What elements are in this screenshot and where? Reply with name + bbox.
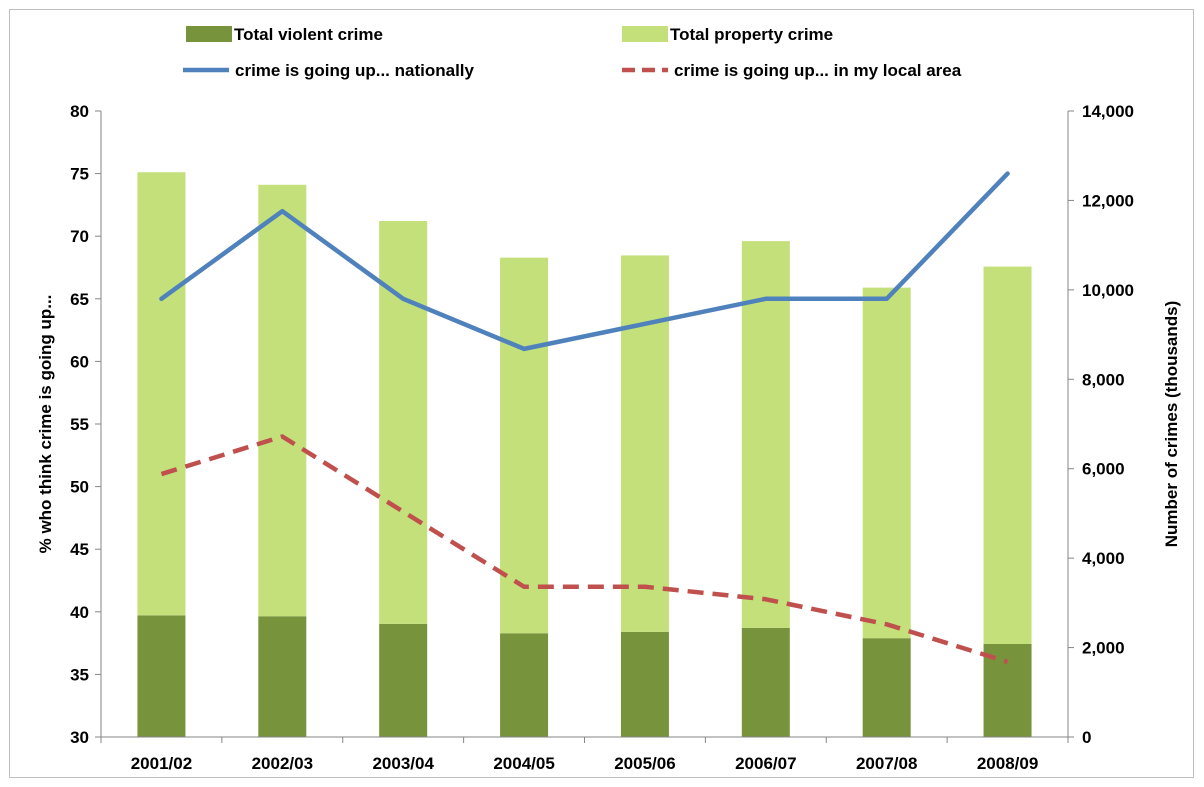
left-tick-label: 65 bbox=[70, 290, 89, 309]
legend-total-property-crime-label: Total property crime bbox=[670, 25, 833, 44]
left-tick-label: 60 bbox=[70, 352, 89, 371]
left-tick-label: 75 bbox=[70, 165, 89, 184]
bar-total-property-crime-2004-05 bbox=[500, 257, 549, 634]
bar-total-violent-crime-2003-04 bbox=[379, 623, 428, 737]
right-tick-label: 14,000 bbox=[1082, 102, 1134, 121]
bar-total-property-crime-2005-06 bbox=[620, 255, 669, 632]
x-tick-label-2005-06: 2005/06 bbox=[614, 754, 675, 773]
legend-crime-is-going-up-nationally-label: crime is going up... nationally bbox=[235, 61, 475, 80]
bar-total-violent-crime-2005-06 bbox=[620, 631, 669, 737]
x-tick-label-2008-09: 2008/09 bbox=[977, 754, 1038, 773]
left-tick-label: 35 bbox=[70, 665, 89, 684]
legend-total-violent-crime-swatch bbox=[186, 26, 232, 42]
left-tick-label: 45 bbox=[70, 540, 89, 559]
x-tick-label-2001-02: 2001/02 bbox=[131, 754, 192, 773]
bar-total-property-crime-2008-09 bbox=[983, 266, 1032, 644]
bar-total-property-crime-2006-07 bbox=[741, 241, 790, 628]
left-tick-label: 80 bbox=[70, 102, 89, 121]
chart-frame: 30 35 40 45 50 55 60 65 70 75 80 0 2,000 4,000 6,000 8,… bbox=[9, 9, 1194, 778]
bar-total-property-crime-2002-03 bbox=[258, 184, 307, 617]
legend-total-violent-crime-label: Total violent crime bbox=[234, 25, 383, 44]
line-crime-is-going-up-in-my-local-area bbox=[160, 434, 1009, 665]
bar-total-property-crime-2001-02 bbox=[137, 172, 186, 616]
legend-total-property-crime-swatch bbox=[622, 26, 668, 42]
right-tick-label: 2,000 bbox=[1082, 639, 1125, 658]
right-tick-label: 4,000 bbox=[1082, 549, 1125, 568]
x-tick-label-2007-08: 2007/08 bbox=[856, 754, 917, 773]
right-tick-label: 12,000 bbox=[1082, 191, 1134, 210]
x-tick-label-2002-03: 2002/03 bbox=[252, 754, 313, 773]
bar-total-violent-crime-2002-03 bbox=[258, 616, 307, 737]
right-tick-label: 10,000 bbox=[1082, 281, 1134, 300]
legend-crime-is-going-up-in-my-local-area-label: crime is going up... in my local area bbox=[674, 61, 962, 80]
bar-total-violent-crime-2008-09 bbox=[983, 643, 1032, 737]
left-tick-label: 70 bbox=[70, 227, 89, 246]
left-tick-label: 30 bbox=[70, 728, 89, 747]
combo-chart: 30 35 40 45 50 55 60 65 70 75 80 0 2,000 4,000 6,000 8,… bbox=[36, 25, 1181, 773]
bar-total-property-crime-2007-08 bbox=[862, 287, 911, 639]
right-tick-label: 6,000 bbox=[1082, 460, 1125, 479]
right-tick-label: 8,000 bbox=[1082, 370, 1125, 389]
bar-total-violent-crime-2007-08 bbox=[862, 638, 911, 737]
x-tick-label-2004-05: 2004/05 bbox=[493, 754, 554, 773]
bar-total-property-crime-2003-04 bbox=[379, 220, 428, 624]
left-tick-label: 50 bbox=[70, 478, 89, 497]
x-tick-label-2003-04: 2003/04 bbox=[372, 754, 434, 773]
bar-total-violent-crime-2004-05 bbox=[500, 633, 549, 737]
left-tick-label: 55 bbox=[70, 415, 89, 434]
line-crime-is-going-up-nationally bbox=[159, 171, 1010, 352]
left-axis-title: % who think crime is going up... bbox=[36, 295, 55, 554]
left-tick-label: 40 bbox=[70, 603, 89, 622]
right-tick-label: 0 bbox=[1082, 728, 1091, 747]
x-tick-label-2006-07: 2006/07 bbox=[735, 754, 796, 773]
right-axis-title: Number of crimes (thousands) bbox=[1162, 301, 1181, 548]
bar-total-violent-crime-2006-07 bbox=[741, 627, 790, 737]
bar-total-violent-crime-2001-02 bbox=[137, 615, 186, 737]
